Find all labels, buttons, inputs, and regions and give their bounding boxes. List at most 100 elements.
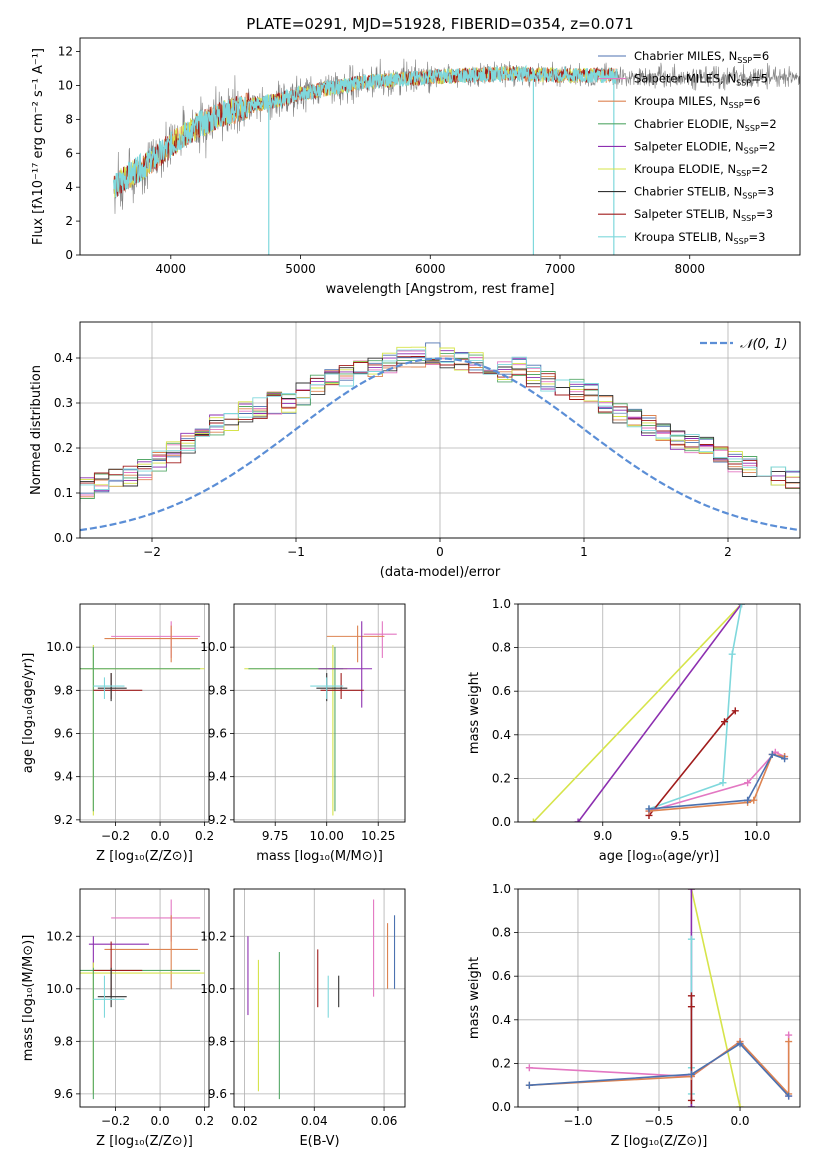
residuals-plot bbox=[80, 342, 800, 532]
x-tick-label: 5000 bbox=[285, 262, 316, 276]
weight-point-marker bbox=[687, 1096, 695, 1104]
weight-point-marker bbox=[737, 604, 745, 608]
weight-line bbox=[648, 710, 736, 817]
y-axis-label: mass [log₁₀(M/M⊙)] bbox=[21, 935, 36, 1062]
y-tick-label: 0.3 bbox=[54, 396, 73, 410]
weight-point-marker bbox=[744, 796, 752, 804]
y-tick-label: 2 bbox=[65, 214, 73, 228]
x-tick-label: 2 bbox=[724, 545, 732, 559]
mass-vs-ebv-plot bbox=[247, 899, 396, 1100]
x-tick-label: 1 bbox=[580, 545, 588, 559]
weight-line bbox=[690, 889, 741, 1107]
y-tick-label: 0.4 bbox=[492, 728, 511, 742]
weight-point-marker bbox=[728, 650, 736, 658]
y-tick-label: 0.2 bbox=[492, 771, 511, 785]
y-tick-label: 9.4 bbox=[54, 770, 73, 784]
y-tick-label: 0.0 bbox=[492, 815, 511, 829]
spectrum-legend: Chabrier MILES, NSSP=6 Salpeter MILES, NS… bbox=[598, 49, 777, 246]
age-vs-mass-plot bbox=[244, 621, 397, 816]
y-tick-label: 0.1 bbox=[54, 486, 73, 500]
x-tick-label: −1 bbox=[287, 545, 305, 559]
y-axis-label: mass weight bbox=[467, 672, 482, 754]
y-tick-label: 0.2 bbox=[492, 1056, 511, 1070]
weight-point-marker bbox=[525, 1081, 533, 1089]
legend-entry: Kroupa MILES, NSSP=6 bbox=[634, 94, 760, 110]
legend-entry: Kroupa ELODIE, NSSP=2 bbox=[634, 162, 768, 178]
y-tick-label: 0.6 bbox=[492, 969, 511, 983]
y-tick-label: 8 bbox=[65, 112, 73, 126]
weight-point-marker bbox=[645, 805, 653, 813]
y-tick-label: 10.2 bbox=[46, 929, 73, 943]
x-tick-label: 9.5 bbox=[670, 829, 689, 843]
weight-vs-Z-frame bbox=[517, 888, 801, 1108]
age-vs-Z-plot bbox=[80, 621, 205, 816]
weight-point-marker bbox=[736, 1040, 744, 1048]
x-tick-label: −1.0 bbox=[563, 1114, 592, 1128]
legend-entry: Salpeter MILES, NSSP=5 bbox=[634, 72, 768, 88]
x-axis-label: Z [log₁₀(Z/Z⊙)] bbox=[611, 1134, 708, 1149]
x-tick-label: 0.06 bbox=[371, 1114, 398, 1128]
mass-vs-Z-axes: −0.2 0.0 0.2 9.6 9.8 10.0 10.2 Z [log₁₀(Z/Z⊙)] m… bbox=[21, 889, 214, 1149]
weight-point-marker bbox=[736, 1103, 744, 1107]
histogram-step bbox=[80, 355, 800, 498]
plot-layer: 4000 5000 6000 7000 8000024681012wavelength … bbox=[21, 37, 801, 1149]
age-vs-mass-axes: 9.75 10.00 10.25 9.2 9.4 9.6 9.8 10.0 mass [log₁… bbox=[200, 604, 405, 864]
legend-entry: Salpeter STELIB, NSSP=3 bbox=[634, 207, 773, 223]
y-tick-label: 0.6 bbox=[492, 684, 511, 698]
weight-vs-Z-axes: −1.0 −0.5 0.0 0.0 0.2 0.4 0.6 0.8 1.0 Z [log₁₀(Z/… bbox=[467, 882, 800, 1149]
x-tick-label: −2 bbox=[143, 545, 161, 559]
y-tick-label: 9.8 bbox=[54, 683, 73, 697]
x-tick-label: 7000 bbox=[545, 262, 576, 276]
legend-entry: Kroupa STELIB, NSSP=3 bbox=[634, 230, 765, 246]
x-axis-label: E(B-V) bbox=[299, 1134, 339, 1149]
y-tick-label: 0.8 bbox=[492, 641, 511, 655]
x-tick-label: 6000 bbox=[415, 262, 446, 276]
histogram-step bbox=[80, 349, 800, 495]
weight-point-marker bbox=[768, 750, 776, 758]
x-tick-label: 9.75 bbox=[262, 829, 289, 843]
weight-line bbox=[648, 751, 785, 812]
x-tick-label: 10.25 bbox=[361, 829, 395, 843]
x-axis-label: wavelength [Angstrom, rest frame] bbox=[326, 282, 555, 297]
x-axis-label: Z [log₁₀(Z/Z⊙)] bbox=[96, 849, 193, 864]
normal-curve bbox=[80, 357, 800, 532]
y-tick-label: 9.8 bbox=[208, 1034, 227, 1048]
x-axis-label: Z [log₁₀(Z/Z⊙)] bbox=[96, 1134, 193, 1149]
y-tick-label: 10.0 bbox=[200, 982, 227, 996]
x-tick-label: 4000 bbox=[156, 262, 187, 276]
y-tick-label: 9.6 bbox=[208, 727, 227, 741]
weight-point-marker bbox=[687, 1070, 695, 1078]
mass-vs-Z-plot bbox=[80, 899, 205, 1100]
age-vs-Z-axes: −0.2 0.0 0.2 9.2 9.4 9.6 9.8 10.0 Z [log₁₀(Z/Z⊙)… bbox=[21, 604, 214, 864]
spectrum-axes: 4000 5000 6000 7000 8000 0 2 4 6 8 10 12 wavelength … bbox=[31, 45, 705, 297]
y-tick-label: 6 bbox=[65, 146, 73, 160]
figure-title: PLATE=0291, MJD=51928, FIBERID=0354, z=0… bbox=[246, 15, 633, 33]
residuals-legend: 𝒩(0, 1) bbox=[700, 337, 787, 352]
weight-line bbox=[532, 604, 742, 822]
weight-point-marker bbox=[785, 1038, 793, 1046]
weight-point-marker bbox=[750, 796, 758, 804]
legend-entry: 𝒩(0, 1) bbox=[740, 337, 787, 352]
legend-entry: Salpeter ELODIE, NSSP=2 bbox=[634, 139, 776, 155]
x-tick-label: 0.2 bbox=[195, 829, 214, 843]
y-tick-label: 9.6 bbox=[54, 727, 73, 741]
weight-point-marker bbox=[720, 718, 728, 726]
legend-entry: Chabrier STELIB, NSSP=3 bbox=[634, 185, 774, 201]
spectrum-plot bbox=[113, 58, 800, 255]
weight-point-marker bbox=[719, 779, 727, 787]
y-tick-label: 12 bbox=[58, 45, 73, 59]
y-tick-label: 0.4 bbox=[492, 1013, 511, 1027]
weight-point-marker bbox=[525, 1064, 533, 1072]
y-tick-label: 0 bbox=[65, 248, 73, 262]
mass-vs-ebv-frame bbox=[233, 888, 406, 1108]
weight-point-marker bbox=[687, 992, 695, 1000]
residuals-frame bbox=[79, 321, 801, 539]
x-tick-label: −0.2 bbox=[101, 1114, 130, 1128]
weight-point-marker bbox=[785, 1031, 793, 1039]
x-tick-label: 0.0 bbox=[151, 1114, 170, 1128]
legend-entry: Chabrier MILES, NSSP=6 bbox=[634, 49, 769, 65]
y-tick-label: 9.8 bbox=[54, 1034, 73, 1048]
weight-vs-Z-plot bbox=[525, 889, 793, 1107]
x-tick-label: 0.02 bbox=[231, 1114, 258, 1128]
